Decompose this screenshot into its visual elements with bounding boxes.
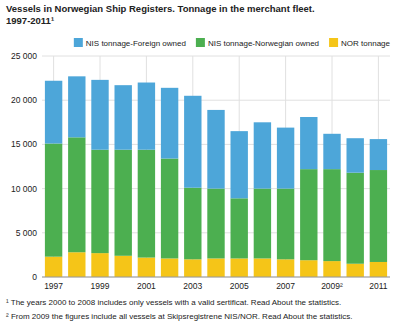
bar [323, 261, 340, 277]
bar [370, 139, 387, 170]
y-tick-label: 10 000 [11, 184, 37, 194]
footnote-line: ² From 2009 the figures include all vess… [6, 312, 352, 321]
bar [184, 188, 201, 260]
legend-label: NOR tonnage [341, 39, 390, 48]
legend-label: NIS tonnage-Foreign owned [86, 39, 186, 48]
bar [254, 189, 271, 259]
bar [231, 258, 248, 277]
y-tick-label: 5 000 [16, 228, 38, 238]
bar [115, 256, 132, 277]
bar [277, 189, 294, 260]
chart: Vessels in Norwegian Ship Registers. Ton… [0, 0, 400, 324]
grid [42, 56, 390, 277]
bar [161, 258, 178, 277]
axes: 0 5 000 10 000 15 000 20 000 25 000 1997 1999 20… [11, 51, 390, 291]
bars [45, 76, 387, 277]
x-axis-line [42, 277, 390, 278]
bar [45, 81, 62, 144]
bar [161, 88, 178, 159]
bar [207, 110, 224, 189]
bar [347, 264, 364, 277]
bar [68, 137, 85, 252]
title-line: Vessels in Norwegian Ship Registers. Ton… [6, 3, 315, 14]
bar [347, 173, 364, 264]
bar [254, 258, 271, 277]
bar [161, 159, 178, 259]
chart-container: Vessels in Norwegian Ship Registers. Ton… [0, 0, 400, 324]
x-tick-label: 1999 [91, 281, 110, 291]
bar [231, 131, 248, 198]
x-tick-label: 1997 [44, 281, 63, 291]
bar [138, 83, 155, 150]
bar [45, 257, 62, 277]
x-tick-label: 2001 [137, 281, 156, 291]
bar [68, 252, 85, 277]
y-grid-line [42, 56, 390, 57]
bar [370, 262, 387, 277]
bar [138, 150, 155, 258]
y-tick-label: 25 000 [11, 51, 37, 61]
footnote-line: ¹ The years 2000 to 2008 includes only v… [6, 298, 341, 307]
bar [138, 258, 155, 277]
x-tick-label: 2011 [369, 281, 388, 291]
subtitle-line: 1997-2011¹ [6, 15, 54, 26]
bar [207, 189, 224, 259]
bar [300, 117, 317, 169]
y-grid-line [42, 277, 390, 278]
legend-swatch [74, 38, 83, 47]
bar [115, 85, 132, 150]
x-tick-label: 2009² [321, 281, 343, 291]
bar [207, 258, 224, 277]
footnote: ¹ The years 2000 to 2008 includes only v… [6, 298, 341, 307]
bar [231, 198, 248, 258]
bar [370, 170, 387, 262]
y-tick-label: 20 000 [11, 95, 37, 105]
y-tick-label: 15 000 [11, 139, 37, 149]
legend-swatch [329, 38, 338, 47]
bar [300, 169, 317, 260]
x-tick-label: 2007 [276, 281, 295, 291]
bar [91, 253, 108, 277]
subtitle: 1997-2011¹ [6, 15, 54, 26]
bar [91, 150, 108, 253]
bar [277, 259, 294, 277]
bar [277, 128, 294, 189]
y-tick-label: 0 [32, 272, 37, 282]
bar [91, 80, 108, 150]
footnote: ² From 2009 the figures include all vess… [6, 312, 352, 321]
bar [115, 150, 132, 256]
bar [323, 134, 340, 169]
bar [300, 260, 317, 277]
bar [68, 76, 85, 137]
title: Vessels in Norwegian Ship Registers. Ton… [6, 3, 315, 14]
bar [254, 122, 271, 188]
legend-swatch [196, 38, 205, 47]
legend: NIS tonnage-Foreign owned NIS tonnage-Nor… [74, 38, 391, 48]
x-tick-label: 2005 [230, 281, 249, 291]
bar [323, 169, 340, 261]
bar [184, 259, 201, 277]
bar [184, 96, 201, 188]
x-tick-label: 2003 [183, 281, 202, 291]
bar [347, 138, 364, 172]
bar [45, 144, 62, 257]
legend-label: NIS tonnage-Norwegian owned [208, 39, 319, 48]
